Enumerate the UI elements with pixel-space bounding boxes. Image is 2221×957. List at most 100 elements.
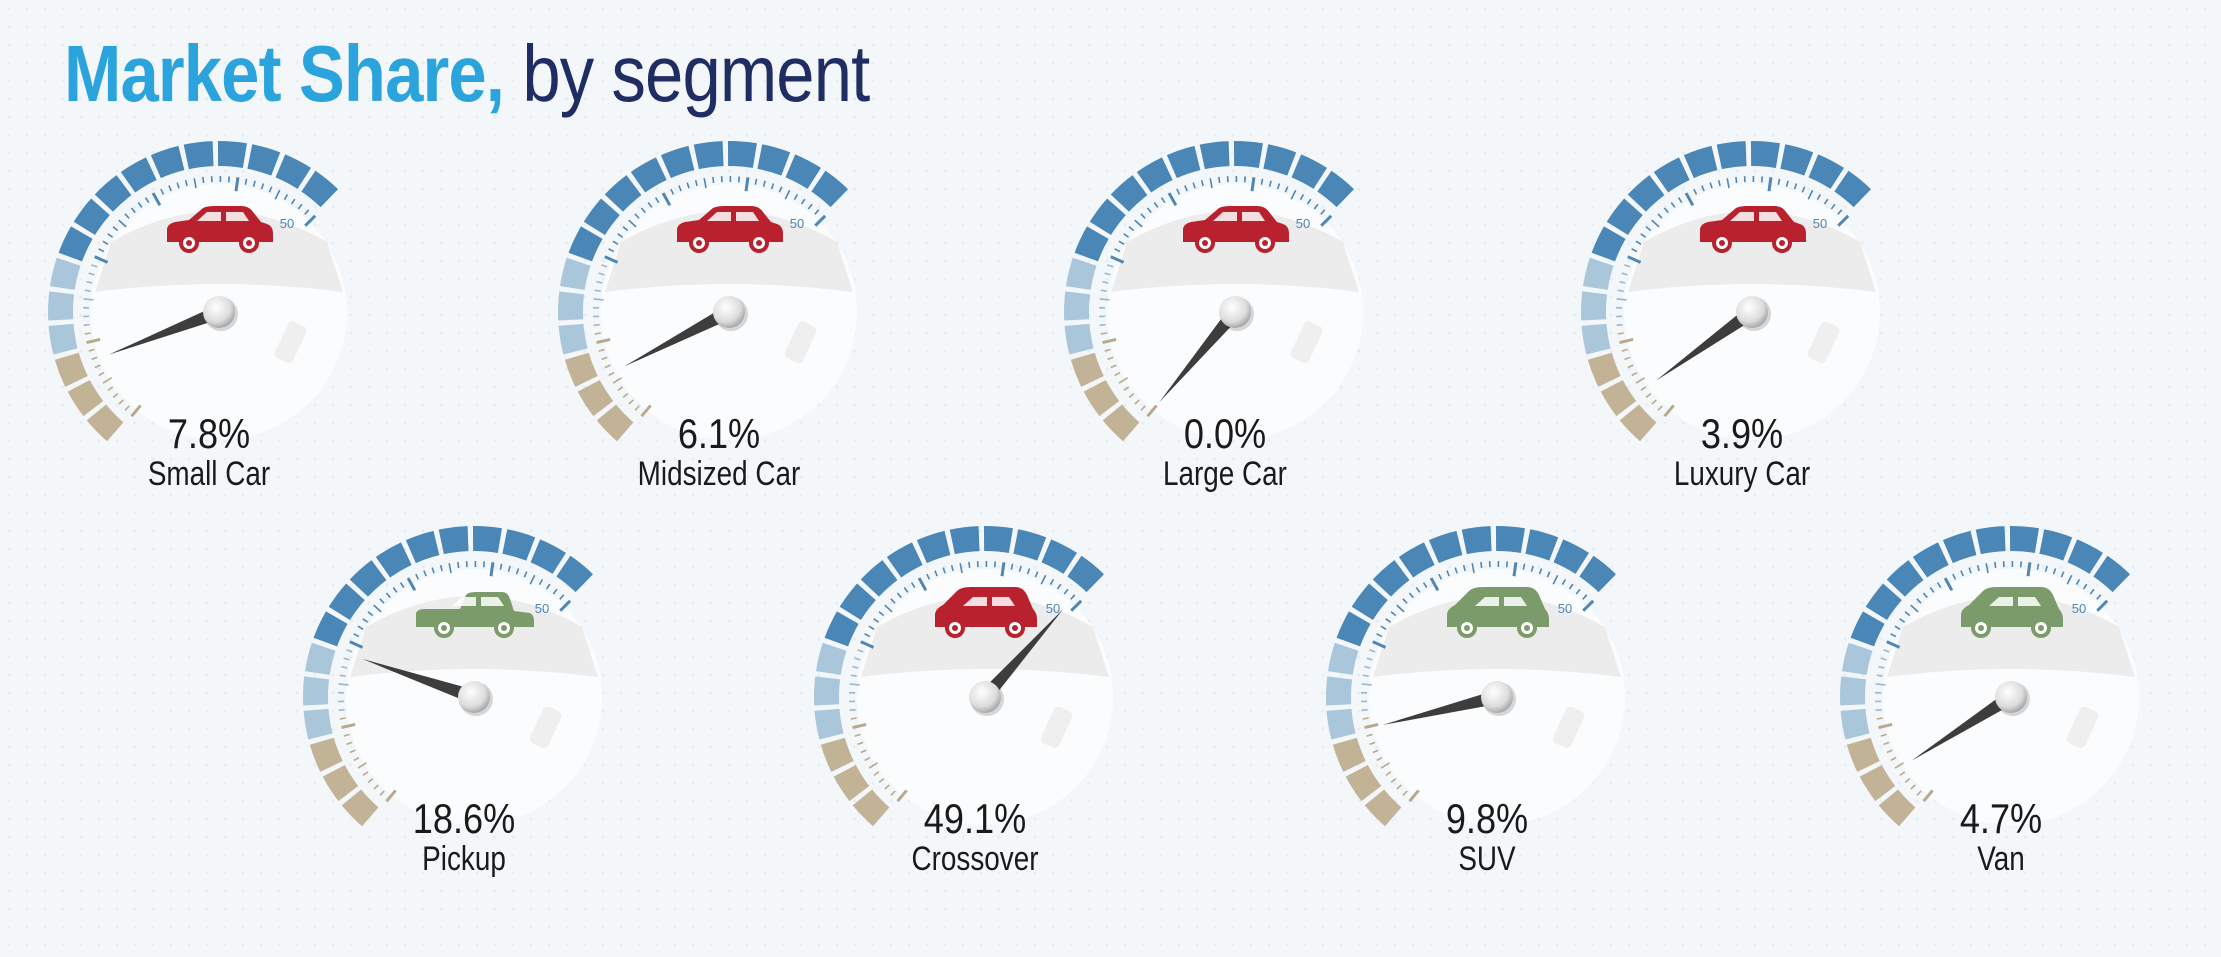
gauge-value-label: 49.1% [924,797,1026,843]
gauge-tick [754,178,758,185]
gauge-tick [617,233,624,238]
gauge-arc-segment [313,611,348,647]
gauge-tick [1568,583,1574,590]
gauge-tick [854,657,861,661]
gauge-tick [640,207,646,214]
gauge-tick [1364,665,1371,669]
gauge-tick [1128,226,1135,232]
gauge-tick [297,203,303,210]
gauge-tick [1890,756,1897,762]
gauge-tick [2075,579,2081,586]
gauge-tick [338,683,349,686]
gauge-tick [168,185,172,192]
gauge-tick [1916,790,1922,796]
gauge-arc-segment [568,226,603,262]
gauge-segment-name: Van [1977,839,2025,877]
gauge-tick [1785,180,1789,187]
gauge-tick [807,203,813,210]
gauge-arc-segment [2093,555,2131,593]
gauge-tick [608,248,615,253]
gauge-needle [1656,306,1757,381]
gauge-tick [884,604,893,613]
gauge-tick [1380,762,1390,769]
gauge-tick [457,561,460,569]
gauge-tick [1396,784,1402,790]
gauge-arc-segment [183,141,214,170]
gauge-tick [628,399,634,405]
gauge-tick [1034,571,1039,578]
gauge-tick [1910,604,1919,613]
gauge-tick [1376,756,1383,762]
gauge-value-label: 0.0% [1184,412,1266,458]
gauge-tick [864,633,871,638]
gauge-tick [252,180,256,187]
gauge-tick [341,665,348,669]
gauge-arc-segment [1327,642,1359,675]
gauge-tick [1110,255,1125,264]
gauge-tick [1883,649,1890,653]
gauge-arc-segment [1326,676,1353,706]
gauge-arc-segment [1495,526,1525,553]
gauge-arc-segment [375,542,412,578]
gauge-band [1628,211,1876,292]
gauge-tick [1952,573,1957,580]
gauge: 50 6.1%Midsized Car [558,140,857,493]
gauge-tick [1366,657,1373,661]
gauge-arc-segment [1579,555,1617,593]
gauge-tick [593,323,600,327]
gauge-tick [800,198,806,205]
gauge: 50 18.6%Pickup [303,526,602,878]
gauge-tick [1878,665,1885,669]
gauge-tick [1801,186,1806,193]
gauge-arc-segment [303,676,330,706]
gauge-tick [778,186,783,193]
gauge-tick [857,741,864,746]
gauge-arc-segment [1716,141,1747,170]
luxury-car-icon [1700,206,1806,253]
gauge-arc-segment [916,530,951,564]
gauge-arc-segment [1859,765,1896,802]
gauge-arc-segment [1839,676,1867,706]
gauge-arc-segment [1581,323,1611,355]
gauge-tick [124,405,130,411]
gauge-segment-name: Crossover [912,839,1039,877]
gauge-tick [1823,198,1829,205]
gauge-tick [1561,579,1567,586]
gauge-tick [1102,337,1117,345]
gauge-tick [1218,176,1221,184]
van-icon [1961,587,2063,638]
gauge-tick [304,214,317,227]
gauge-tick [346,741,353,746]
gauge-tick [353,633,360,638]
gauge-tick [1040,574,1047,585]
gauge-tick [910,582,916,589]
gauge-tick [559,599,572,612]
gauge-tick [1361,708,1368,712]
gauge-tick [193,178,197,189]
gauge-value-label: 18.6% [413,797,515,843]
gauge-tick [362,618,369,623]
gauge: 50 3.9%Luxury Car [1581,140,1880,493]
gauge-arc-segment [1878,789,1916,827]
gauge-tick [1976,564,1980,572]
gauge-tick [896,592,902,599]
gauge-hub [1481,681,1513,713]
gauge-arc-segment [405,530,440,564]
gauge-max-label: 50 [790,216,804,231]
gauge-tick [2082,583,2088,590]
gauge-tick [349,749,356,754]
gauge-value-label: 3.9% [1701,412,1783,458]
gauge-arc-segment [1233,140,1263,168]
gauge-tick [91,264,98,268]
gauge-max-label: 50 [1558,601,1572,616]
gauge-tick [1910,784,1916,790]
gauge-arc-segment [660,145,695,179]
gauge-tick [1619,337,1634,345]
gauge-tick [84,289,91,293]
gauge-tick [130,404,142,418]
gauge-needle [362,658,477,704]
gauge-tick [598,272,605,276]
gauge-tick [608,371,615,377]
gauge-arc-segment [1600,380,1637,417]
gauge-tick [1640,386,1647,392]
